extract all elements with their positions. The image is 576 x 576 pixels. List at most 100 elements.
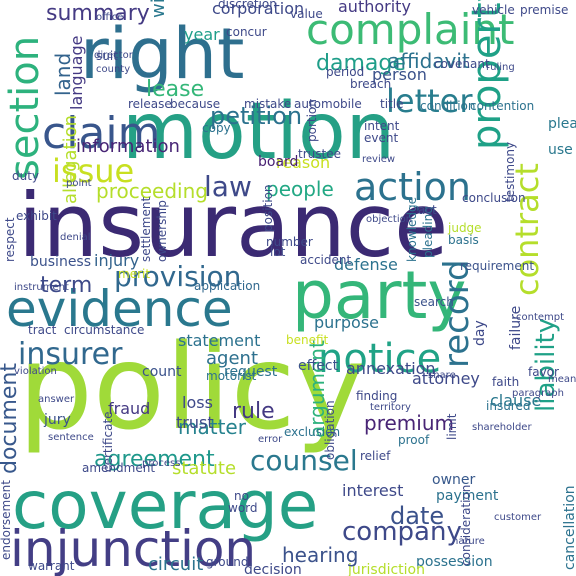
word-effect: effect [298,358,339,374]
word-liability: liability [531,318,561,412]
word-automobile: automobile [294,97,362,111]
word-evidence: evidence [6,280,233,338]
word-point: point [66,178,92,189]
word-cancellation: cancellation [562,485,576,570]
word-term: term [40,273,92,298]
word-damage: damage [316,51,406,76]
word-motion: motion [122,87,395,177]
word-trust: trust [176,413,214,432]
word-notice: notice [318,336,441,382]
word-finding: finding [356,389,397,403]
word-agreement: agreement [94,447,215,472]
word-paragraph: paragraph [512,388,564,399]
word-people: people [266,177,334,201]
word-office: office [96,12,123,23]
word-basis: basis [448,233,479,247]
word-mistake: mistake [244,97,291,111]
word-insurer: insurer [18,337,123,372]
word-event: event [364,131,398,145]
word-pleading: pleading [421,206,435,258]
word-owner: owner [432,472,476,488]
word-objection: objection [366,214,412,225]
word-annexation: annexation [346,359,436,378]
word-action: action [354,165,471,209]
word-warrant: warrant [28,559,75,573]
word-count: count [142,364,182,380]
word-petition: petition [210,102,302,130]
word-judge: judge [447,221,482,235]
word-proof: proof [398,433,430,447]
word-possession: possession [416,554,493,570]
word-hearing: hearing [282,543,358,567]
word-letter: letter [386,82,473,120]
word-lease: lease [146,77,204,102]
word-county: county [96,64,130,75]
word-document: document [0,363,22,474]
word-date: date [390,502,444,530]
word-decision: decision [244,562,302,576]
word-condition: condition [420,99,475,113]
word-limit: limit [445,413,459,440]
word-word: word [228,501,258,515]
word-year: year [184,25,220,44]
word-corporation: corporation [212,0,304,18]
word-because: because [170,97,220,111]
word-breach: breach [350,77,391,91]
word-period: period [326,65,364,79]
word-shareholder: shareholder [472,422,532,433]
word-benefit: benefit [286,333,329,347]
word-number: number [266,235,313,249]
word-respect: respect [3,217,17,262]
word-attorney: attorney [412,369,480,388]
word-ruling: ruling [486,62,515,73]
word-concur: concur [226,25,267,39]
word-conclusion: conclusion [462,191,526,205]
word-premium: premium [364,411,454,435]
word-customer: customer [494,512,542,523]
word-law: law [204,170,252,203]
word-nature: nature [452,536,485,547]
word-act: act [418,203,437,217]
word-claim: claim [42,108,160,159]
word-day: day [472,320,488,346]
word-suit: suit [96,49,118,63]
word-title: title [380,97,403,111]
word-discretion: discretion [218,0,277,11]
word-denial: denial [60,232,91,243]
word-loss: loss [182,393,213,412]
word-use: use [548,142,573,158]
word-issue: issue [52,152,134,190]
word-complaint: complaint [306,5,515,54]
word-request: request [224,364,278,380]
word-lot: lot [270,245,286,259]
word-accident: accident [300,253,351,267]
word-policy: policy [18,318,365,456]
word-insurance: insurance [18,174,448,277]
word-matter: matter [178,415,247,439]
word-rule: rule [232,399,275,424]
word-testimony: testimony [503,142,517,202]
word-statute: statute [172,458,236,479]
word-application: application [194,279,260,293]
word-failure: failure [508,306,524,350]
word-company: company [342,517,462,547]
word-covenant: covenant [434,57,490,71]
word-amendment: amendment [82,461,155,475]
word-meaning: meaning [548,374,576,385]
word-tract: tract [28,323,57,337]
word-process: process [142,458,180,469]
word-portion: portion [305,99,319,142]
word-land: land [51,53,75,96]
word-purpose: purpose [314,313,379,332]
word-payment: payment [436,488,499,504]
word-ground: ground [206,555,248,569]
word-record: record [437,259,477,368]
word-person: person [372,65,427,84]
word-share: share [428,370,456,381]
word-answer: answer [38,394,75,405]
word-vehicle: vehicle [472,3,515,17]
word-statement: statement [178,331,260,350]
word-exhibit: exhibit [16,209,57,223]
word-plea: plea [548,116,576,132]
word-exclusion: exclusion [284,425,340,439]
